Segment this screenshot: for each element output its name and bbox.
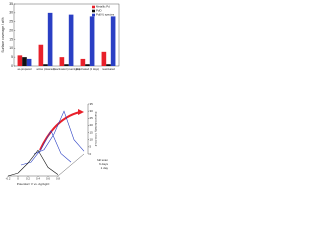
x-tick-label: reactivated (102, 67, 115, 71)
bar (68, 14, 74, 67)
y-tick-label: 30 (90, 109, 94, 113)
trend-arrow-head (78, 109, 84, 115)
bar (89, 16, 95, 66)
y-tick-label: 0 (90, 152, 92, 156)
bar (85, 64, 90, 66)
legend-swatch (92, 13, 95, 17)
legend-label: Metallic Pd (96, 5, 110, 9)
bar (26, 58, 32, 66)
y-axis-label: Surface coverage / at% (1, 17, 5, 52)
bar (43, 64, 48, 66)
y-tick-label: 10 (90, 138, 94, 142)
curve (20, 130, 72, 166)
y-tick-label: 0 (11, 64, 13, 68)
bar (38, 44, 44, 66)
y-axis-label: Current density / mA cm-2 (94, 112, 98, 147)
y-tick-label: 5 (90, 145, 92, 149)
x-tick-label: -0.2 (6, 177, 11, 181)
x-tick-label: 0.2 (26, 177, 30, 181)
bar (110, 16, 116, 66)
x-tick-label: 0 (17, 177, 19, 181)
bar (47, 12, 53, 66)
bar (17, 55, 23, 66)
series-label: 6 days (99, 162, 108, 166)
chart: 0 5 10 15 20 25 30 35 Surface coverage / at% as-p… (1, 2, 120, 186)
y-tick-label: 10 (9, 46, 13, 50)
series-label: full scan (97, 158, 108, 162)
legend-swatch (92, 5, 95, 9)
y-tick-label: 35 (90, 102, 94, 106)
series-label: 1 day (101, 166, 109, 170)
trend-arrow (39, 111, 81, 151)
y-tick-label: 15 (90, 130, 94, 134)
x-tick-label: deactivated (overnight) (53, 67, 80, 71)
y-tick-label: 15 (9, 37, 13, 41)
y-tick-label: 25 (9, 20, 13, 24)
y-tick-label: 5 (11, 55, 13, 59)
x-tick-label: as-prepared (18, 67, 33, 71)
y-tick-label: 25 (90, 116, 94, 120)
curve (33, 110, 85, 155)
legend-swatch (92, 9, 95, 13)
x-tick-label: active (cleaned) (36, 67, 54, 71)
x-tick-label: deactivated (2 days) (76, 67, 99, 71)
bar (64, 64, 69, 66)
bar (59, 57, 65, 66)
y-tick-label: 20 (90, 123, 94, 127)
y-tick-label: 35 (9, 2, 13, 6)
y-tick-label: 20 (9, 28, 13, 32)
x-tick-label: 0.8 (56, 177, 60, 181)
bar (106, 64, 111, 66)
x-tick-label: 0.6 (46, 177, 50, 181)
x-axis-label: Potential / V vs. Ag/AgCl (17, 182, 50, 186)
y-tick-label: 30 (9, 11, 13, 15)
bar (101, 51, 107, 66)
legend-label: PdO (96, 9, 102, 13)
bar (22, 57, 27, 66)
x-tick-label: 0.4 (36, 177, 40, 181)
bar (80, 58, 86, 66)
curve (7, 149, 59, 177)
depth-axis (57, 153, 85, 177)
page: {"chart_data": [ {"type": "bar", "y_labe… (0, 0, 122, 189)
legend-label: Pd(IV) species (96, 13, 115, 17)
